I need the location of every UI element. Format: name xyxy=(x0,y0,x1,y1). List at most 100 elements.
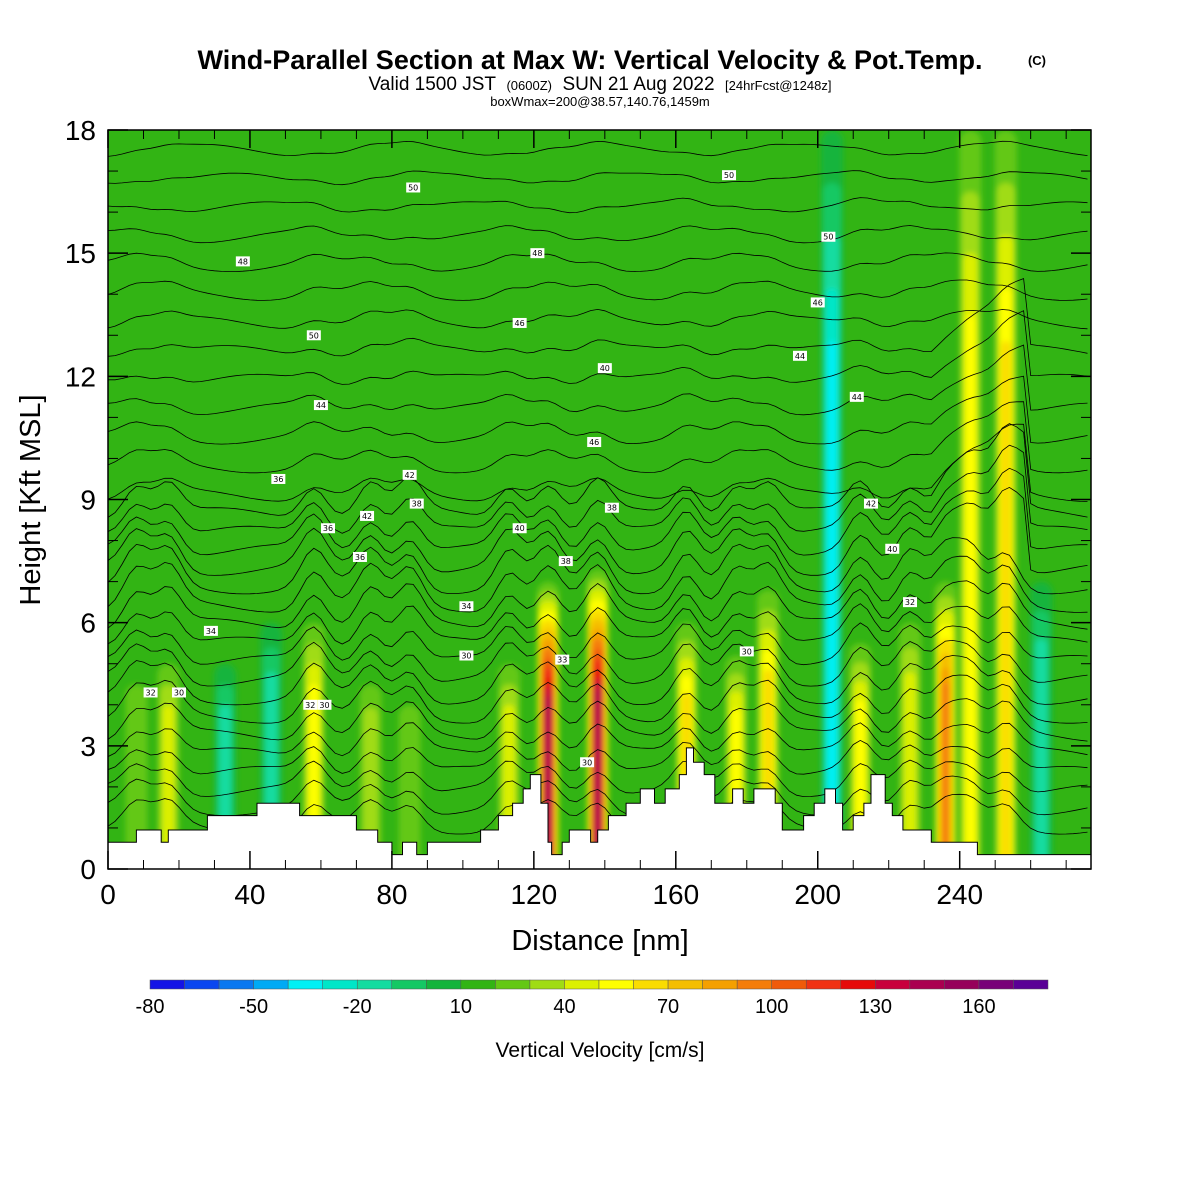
box-wmax-label: boxWmax=200@38.57,140.76,1459m xyxy=(490,94,710,109)
colorbar-title: Vertical Velocity [cm/s] xyxy=(496,1039,705,1062)
colorbar-swatch xyxy=(564,979,600,990)
colorbar-swatch xyxy=(978,979,1014,990)
updraft-band xyxy=(941,682,950,869)
x-tick-label: 120 xyxy=(510,879,557,910)
theta-contour xyxy=(108,310,1088,385)
svg-text:46: 46 xyxy=(515,319,525,328)
contour-label: 38 xyxy=(409,498,424,509)
svg-text:30: 30 xyxy=(742,647,752,656)
svg-text:30: 30 xyxy=(319,701,329,710)
svg-text:46: 46 xyxy=(589,438,599,447)
contour-label: 30 xyxy=(171,687,186,698)
colorbar-swatch xyxy=(736,979,772,990)
x-tick-label: 240 xyxy=(936,879,983,910)
contour-label: 33 xyxy=(555,654,570,665)
x-tick-label: 80 xyxy=(376,879,407,910)
contour-label: 34 xyxy=(203,625,218,636)
contour-label: 38 xyxy=(604,502,619,513)
contour-label: 30 xyxy=(739,646,754,657)
colorbar-tick-label: 40 xyxy=(553,996,575,1018)
colorbar-swatch xyxy=(667,979,703,990)
x-tick-label: 40 xyxy=(234,879,265,910)
y-tick-label: 15 xyxy=(65,238,96,269)
contour-label: 40 xyxy=(885,543,900,554)
theta-contour xyxy=(108,467,1088,556)
vertical-velocity-field: 30 30 30 30 30 32 32 32 33 34 34 36 36 36 38 38 38 40 40 40… xyxy=(108,130,1091,869)
colorbar-tick-label: 130 xyxy=(859,996,892,1018)
svg-text:40: 40 xyxy=(887,545,897,554)
colorbar-swatch xyxy=(840,979,876,990)
theta-contour xyxy=(108,759,1088,798)
contour-label: 30 xyxy=(317,699,332,710)
y-tick-label: 9 xyxy=(80,485,96,516)
y-tick-label: 0 xyxy=(80,854,96,885)
svg-text:36: 36 xyxy=(355,553,365,562)
svg-text:48: 48 xyxy=(238,257,248,266)
contour-label: 48 xyxy=(235,256,250,267)
theta-contour xyxy=(108,375,1088,445)
svg-text:34: 34 xyxy=(461,602,471,611)
x-axis-label: Distance [nm] xyxy=(511,925,688,957)
theta-contour xyxy=(108,197,1088,214)
svg-text:50: 50 xyxy=(724,171,734,180)
contour-label: 32 xyxy=(903,597,918,608)
svg-text:42: 42 xyxy=(866,500,876,509)
colorbar-tick-label: 160 xyxy=(962,996,995,1018)
theta-contour xyxy=(108,537,1088,595)
y-tick-label: 18 xyxy=(65,115,96,146)
y-tick-label: 3 xyxy=(80,731,96,762)
contour-label: 50 xyxy=(406,182,421,193)
valid-time-label: Valid 1500 JST xyxy=(369,74,497,95)
downdraft-band xyxy=(827,341,837,869)
theta-contour xyxy=(108,580,1088,630)
theta-contour xyxy=(108,170,1088,186)
colorbar-tick-label: 100 xyxy=(755,996,788,1018)
theta-contour xyxy=(108,279,1088,301)
colorbar-swatch xyxy=(184,979,220,990)
copyright-mark: (C) xyxy=(1028,53,1046,68)
svg-text:38: 38 xyxy=(607,504,617,513)
colorbar-swatch xyxy=(391,979,427,990)
contour-label: 40 xyxy=(597,363,612,374)
contour-label: 40 xyxy=(512,523,527,534)
forecast-label: [24hrFcst@1248z] xyxy=(725,78,831,93)
colorbar-swatch xyxy=(253,979,289,990)
contour-label: 44 xyxy=(313,400,328,411)
colorbar-tick-label: 70 xyxy=(657,996,679,1018)
contour-label: 50 xyxy=(722,170,737,181)
colorbar-swatch xyxy=(944,979,980,990)
colorbar-swatch xyxy=(771,979,807,990)
svg-text:50: 50 xyxy=(823,233,833,242)
theta-contour xyxy=(108,444,1088,534)
svg-text:50: 50 xyxy=(309,331,319,340)
downdraft-band xyxy=(1035,639,1048,869)
updraft-band xyxy=(398,704,421,869)
colorbar-swatch xyxy=(875,979,911,990)
svg-text:32: 32 xyxy=(145,688,155,697)
theta-contour xyxy=(108,622,1088,666)
colorbar-swatch xyxy=(805,979,842,990)
valid-time-line: Valid 1500 JST (0600Z) SUN 21 Aug 2022 [… xyxy=(369,74,832,95)
colorbar-tick-label: -50 xyxy=(239,996,268,1018)
colorbar-tick-label: -80 xyxy=(136,996,165,1018)
theta-contour xyxy=(108,252,1088,272)
contour-label: 32 xyxy=(303,699,318,710)
theta-contour xyxy=(108,401,1088,474)
contour-label: 38 xyxy=(558,556,573,567)
theta-contour xyxy=(108,486,1088,576)
colorbar-swatch xyxy=(287,979,323,990)
updraft-band xyxy=(125,684,148,869)
svg-text:32: 32 xyxy=(305,701,315,710)
y-tick-label: 12 xyxy=(65,361,96,392)
chart-title: Wind-Parallel Section at Max W: Vertical… xyxy=(198,45,983,75)
svg-text:40: 40 xyxy=(515,524,525,533)
theta-contour xyxy=(108,698,1088,742)
theta-contour xyxy=(108,739,1088,775)
contour-label: 44 xyxy=(793,350,808,361)
theta-contour xyxy=(108,423,1088,502)
terrain-mask xyxy=(108,747,1091,869)
contour-label: 44 xyxy=(849,391,864,402)
contour-label: 46 xyxy=(587,437,602,448)
svg-text:46: 46 xyxy=(813,298,823,307)
